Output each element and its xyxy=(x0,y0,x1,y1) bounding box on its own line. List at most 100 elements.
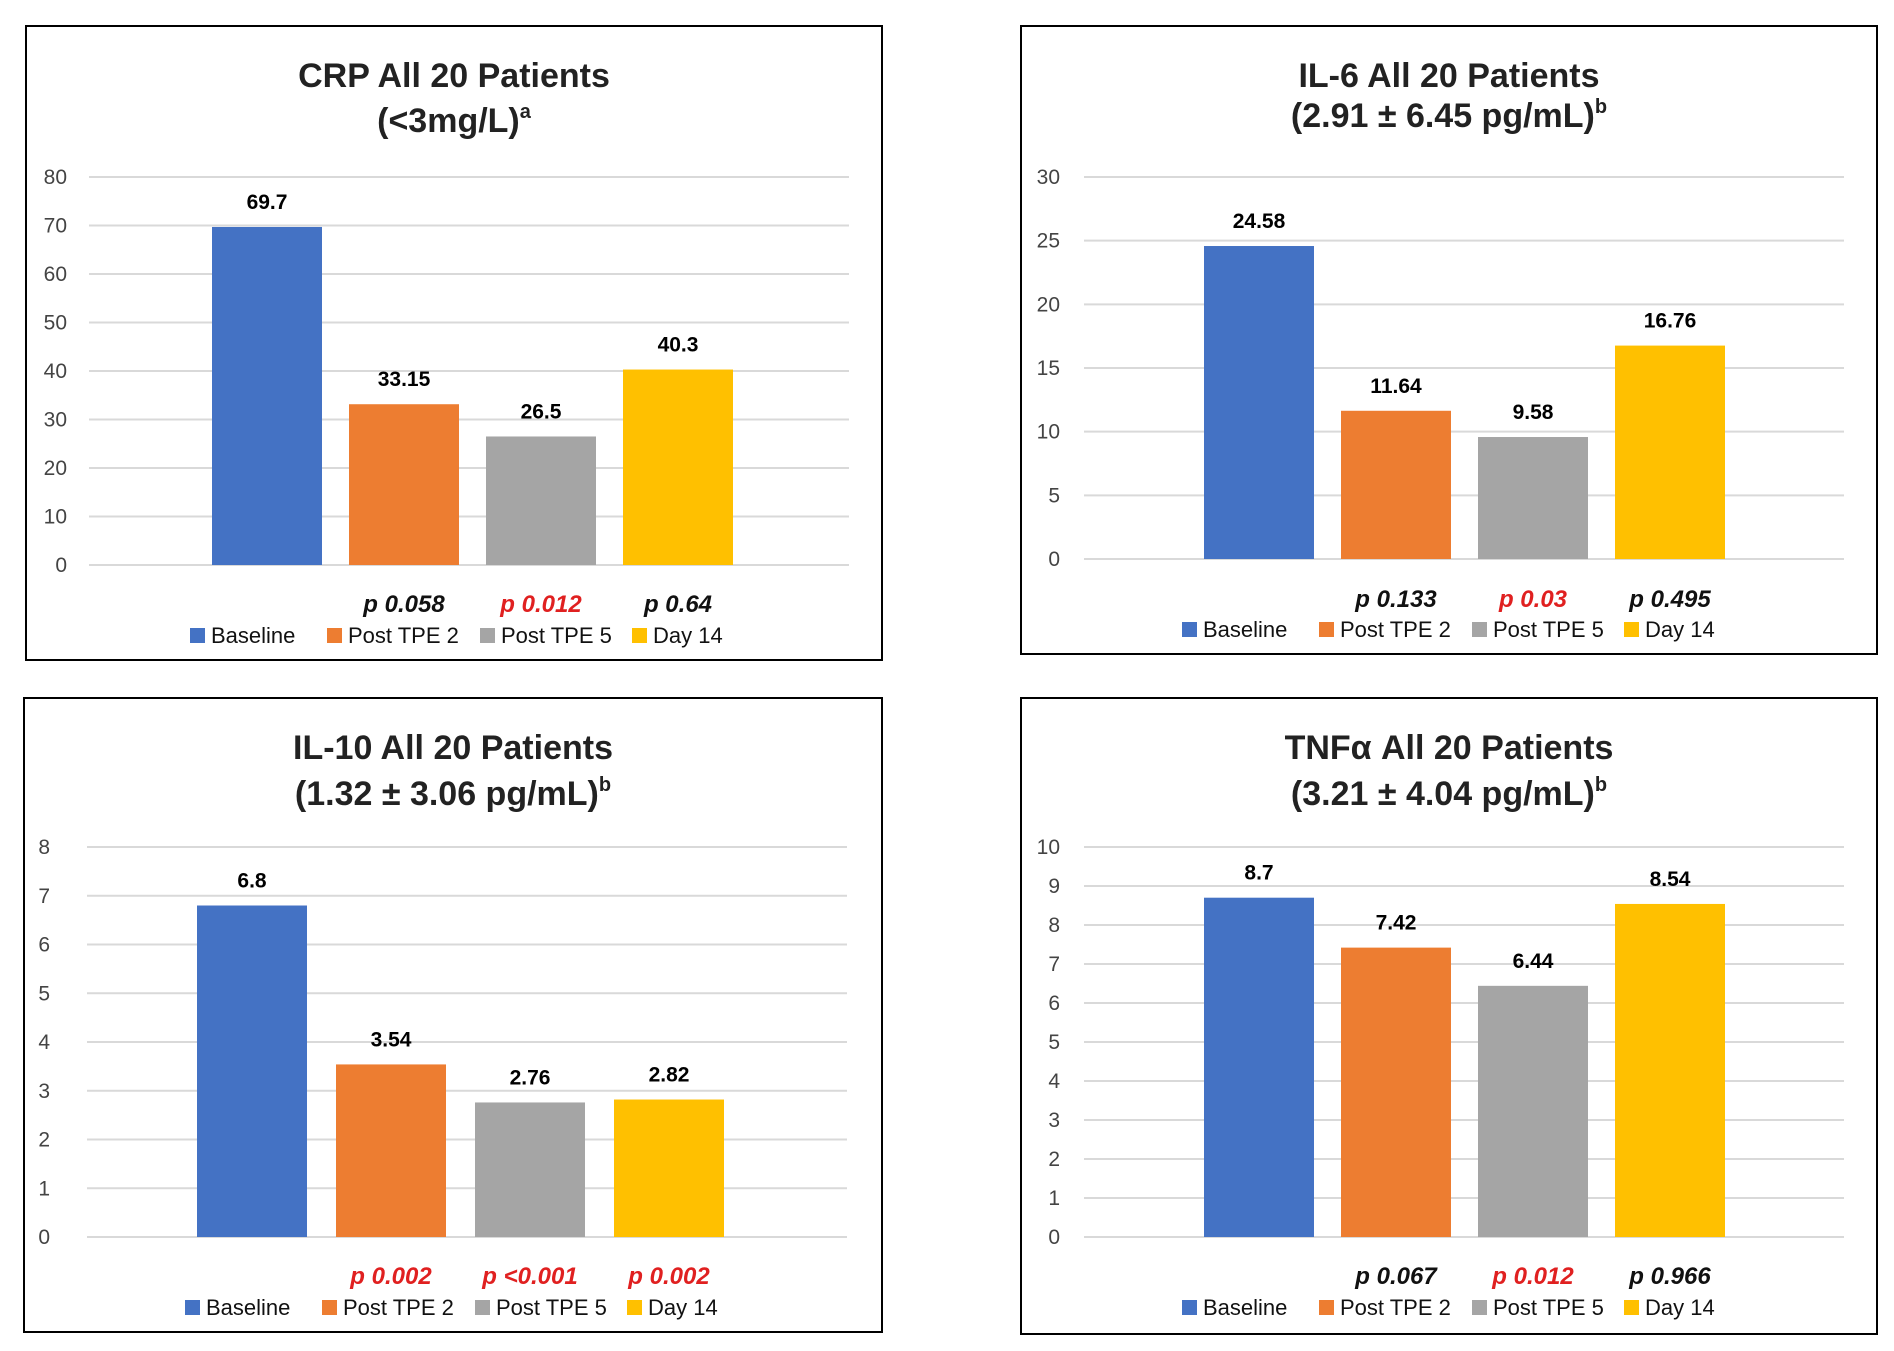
data-label-baseline: 24.58 xyxy=(1233,210,1286,233)
y-tick-label: 10 xyxy=(44,506,67,529)
y-tick-label: 50 xyxy=(44,312,67,335)
y-tick-label: 7 xyxy=(38,885,50,908)
y-tick-label: 5 xyxy=(1048,1031,1060,1054)
y-tick-label: 0 xyxy=(1048,1226,1060,1249)
p-value-day-14: p 0.64 xyxy=(643,591,712,618)
y-tick-label: 10 xyxy=(1037,421,1060,444)
y-tick-label: 8 xyxy=(1048,914,1060,937)
y-tick-label: 20 xyxy=(1037,293,1060,316)
bar-post-tpe-5 xyxy=(486,436,596,565)
y-tick-label: 7 xyxy=(1048,953,1060,976)
y-tick-label: 25 xyxy=(1037,230,1060,253)
bar-post-tpe-5 xyxy=(1478,437,1588,559)
title-superscript: b xyxy=(599,774,611,796)
legend-label-post-tpe-2: Post TPE 2 xyxy=(343,1295,454,1320)
p-value-post-tpe-2: p 0.002 xyxy=(349,1263,432,1290)
y-tick-label: 0 xyxy=(55,554,67,577)
p-value-post-tpe-5: p <0.001 xyxy=(481,1263,577,1290)
data-label-post-tpe-2: 3.54 xyxy=(371,1028,412,1051)
bar-day-14 xyxy=(623,369,733,565)
legend-label-post-tpe-5: Post TPE 5 xyxy=(1493,1295,1604,1320)
bar-baseline xyxy=(1204,246,1314,560)
y-tick-label: 20 xyxy=(44,457,67,480)
chart-subtitle: (<3mg/L)a xyxy=(377,101,532,140)
legend-swatch-post-tpe-2 xyxy=(322,1300,337,1315)
y-tick-label: 70 xyxy=(44,215,67,238)
data-label-day-14: 16.76 xyxy=(1644,310,1697,333)
y-tick-label: 30 xyxy=(1037,166,1060,189)
chart-svg: IL-10 All 20 Patients (1.32 ± 3.06 pg/mL)… xyxy=(38,729,847,1320)
y-tick-label: 6 xyxy=(1048,992,1060,1015)
p-value-post-tpe-2: p 0.058 xyxy=(362,591,445,618)
legend-label-post-tpe-5: Post TPE 5 xyxy=(496,1295,607,1320)
title-superscript: b xyxy=(1595,96,1607,118)
p-value-day-14: p 0.495 xyxy=(1628,586,1711,613)
chart-svg: IL-6 All 20 Patients(2.91 ± 6.45 pg/mL)b… xyxy=(1037,57,1844,642)
data-label-baseline: 69.7 xyxy=(247,191,288,214)
legend-label-post-tpe-5: Post TPE 5 xyxy=(501,623,612,648)
legend-swatch-post-tpe-2 xyxy=(1319,622,1334,637)
y-tick-label: 3 xyxy=(38,1080,50,1103)
legend-label-baseline: Baseline xyxy=(206,1295,290,1320)
chart-panel-tnfa: TNFα All 20 Patients (3.21 ± 4.04 pg/mL)b… xyxy=(1020,697,1878,1335)
legend-label-baseline: Baseline xyxy=(1203,1295,1287,1320)
legend-swatch-post-tpe-5 xyxy=(1472,1300,1487,1315)
y-tick-label: 5 xyxy=(1048,484,1060,507)
data-label-day-14: 2.82 xyxy=(649,1064,690,1087)
chart-svg: TNFα All 20 Patients (3.21 ± 4.04 pg/mL)b… xyxy=(1037,729,1844,1320)
chart-title: IL-6 All 20 Patients xyxy=(1298,57,1599,95)
y-tick-label: 15 xyxy=(1037,357,1060,380)
bar-baseline xyxy=(1204,897,1314,1237)
data-label-baseline: 8.7 xyxy=(1244,862,1273,885)
bar-post-tpe-2 xyxy=(1341,947,1451,1237)
legend-label-post-tpe-5: Post TPE 5 xyxy=(1493,617,1604,642)
p-value-day-14: p 0.002 xyxy=(627,1263,710,1290)
data-label-post-tpe-2: 33.15 xyxy=(378,368,431,391)
y-tick-label: 40 xyxy=(44,360,67,383)
bar-day-14 xyxy=(1615,345,1725,559)
bar-post-tpe-5 xyxy=(475,1102,585,1237)
data-label-post-tpe-5: 26.5 xyxy=(521,400,562,423)
title-superscript: b xyxy=(1595,774,1607,796)
legend-swatch-day-14 xyxy=(1624,622,1639,637)
chart-subtitle: (1.32 ± 3.06 pg/mL)b xyxy=(295,774,611,813)
legend-label-post-tpe-2: Post TPE 2 xyxy=(1340,1295,1451,1320)
legend-swatch-post-tpe-2 xyxy=(1319,1300,1334,1315)
data-label-post-tpe-2: 11.64 xyxy=(1370,375,1422,398)
y-tick-label: 1 xyxy=(38,1177,50,1200)
chart-title: CRP All 20 Patients xyxy=(298,57,610,95)
chart-title: IL-10 All 20 Patients xyxy=(293,729,613,767)
legend-swatch-day-14 xyxy=(632,628,647,643)
data-label-day-14: 8.54 xyxy=(1650,868,1691,891)
bar-baseline xyxy=(197,905,307,1237)
chart-title: TNFα All 20 Patients xyxy=(1285,729,1614,767)
chart-svg: CRP All 20 Patients (<3mg/L)a 0 10 20 30 40 50 6… xyxy=(44,57,849,648)
y-tick-label: 2 xyxy=(38,1129,50,1152)
legend-swatch-post-tpe-5 xyxy=(475,1300,490,1315)
p-value-post-tpe-2: p 0.133 xyxy=(1354,586,1437,613)
bar-day-14 xyxy=(614,1099,724,1237)
y-tick-label: 3 xyxy=(1048,1109,1060,1132)
legend-label-day-14: Day 14 xyxy=(653,623,723,648)
legend-swatch-post-tpe-5 xyxy=(1472,622,1487,637)
bar-post-tpe-2 xyxy=(336,1064,446,1237)
legend-label-post-tpe-2: Post TPE 2 xyxy=(1340,617,1451,642)
legend-swatch-baseline xyxy=(185,1300,200,1315)
chart-subtitle: (3.21 ± 4.04 pg/mL)b xyxy=(1291,774,1607,813)
y-tick-label: 8 xyxy=(38,836,50,859)
y-tick-label: 0 xyxy=(38,1226,50,1249)
legend-swatch-post-tpe-5 xyxy=(480,628,495,643)
bar-post-tpe-2 xyxy=(1341,410,1451,559)
legend-swatch-baseline xyxy=(190,628,205,643)
data-label-post-tpe-5: 6.44 xyxy=(1513,950,1554,973)
legend-swatch-day-14 xyxy=(1624,1300,1639,1315)
y-tick-label: 30 xyxy=(44,409,67,432)
data-label-post-tpe-5: 2.76 xyxy=(510,1066,551,1089)
legend-label-day-14: Day 14 xyxy=(648,1295,718,1320)
bar-post-tpe-5 xyxy=(1478,985,1588,1237)
y-tick-label: 10 xyxy=(1037,836,1060,859)
y-tick-label: 0 xyxy=(1048,548,1060,571)
data-label-baseline: 6.8 xyxy=(237,870,267,893)
p-value-post-tpe-5: p 0.012 xyxy=(499,591,582,618)
y-tick-label: 4 xyxy=(1048,1070,1060,1093)
